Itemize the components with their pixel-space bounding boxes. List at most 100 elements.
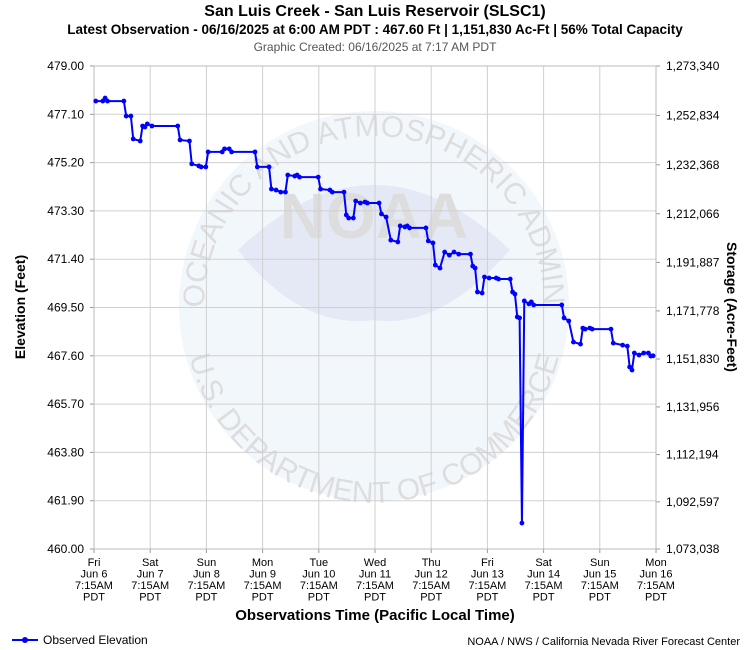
data-point [149,123,155,129]
y2-tick-label: 1,212,066 [666,207,720,221]
x-tick-label-line: Sun [590,557,610,569]
y-tick-label: 467.60 [47,349,84,363]
data-point [519,520,525,526]
data-point [442,249,448,255]
legend-marker [22,637,28,643]
data-point [123,113,129,119]
plot-frame [93,65,657,550]
y2-tick-label: 1,191,887 [666,255,720,269]
data-point [446,252,452,258]
data-point [222,146,227,152]
y2-axis-label: Storage (Acre-Feet) [724,242,740,372]
data-point [121,98,127,104]
data-point [629,367,635,373]
data-point [507,276,513,282]
data-point [388,237,394,243]
x-tick-label-line: PDT [83,592,105,604]
data-point [273,187,279,193]
data-point [582,326,588,332]
x-tick-label-line: Thu [422,557,441,569]
footer: NOAA / NWS / California Nevada River For… [467,636,740,648]
data-point [283,189,288,195]
y-tick-label: 471.40 [47,252,84,266]
data-point [650,353,656,359]
x-tick-label-line: 7:15AM [468,580,506,592]
x-tick-label-line: Jun 7 [137,569,164,581]
data-point [341,189,347,195]
y2-tick-label: 1,232,368 [666,158,720,172]
data-point [475,289,480,295]
x-tick-label-line: 7:15AM [244,580,282,592]
data-point [364,200,370,206]
data-point [229,149,234,155]
data-point [177,137,183,143]
data-point [318,186,323,192]
x-tick-label-line: 7:15AM [412,580,450,592]
data-point [468,251,473,257]
y-axis-label: Elevation (Feet) [12,255,28,359]
data-point [137,138,143,144]
x-tick-label-line: Jun 14 [527,569,560,581]
data-point [620,342,626,348]
y-tick-label: 477.10 [47,107,84,121]
x-tick-label-line: Sat [142,557,159,569]
data-point [315,174,321,180]
x-tick-label-line: PDT [308,592,330,604]
data-point [437,265,443,271]
x-tick-label: Tue Jun 10 7:15AM PDT [300,557,338,604]
x-tick-label: Fri Jun 6 7:15AM PDT [75,557,113,604]
data-point [395,239,401,245]
data-point [432,262,438,268]
x-tick-label: Mon Jun 16 7:15AM PDT [637,557,675,604]
y-tick-label: 463.80 [47,445,84,459]
data-point [608,326,614,332]
x-tick-label-line: PDT [139,592,161,604]
x-tick-label-line: Mon [252,557,273,569]
x-tick-label: Sun Jun 15 7:15AM PDT [581,557,619,604]
x-tick-label-line: Jun 10 [302,569,335,581]
data-point [144,121,150,127]
data-point [266,164,272,170]
data-point [128,113,134,119]
x-tick-label: Sun Jun 8 7:15AM PDT [187,557,225,604]
data-point [624,343,630,349]
data-point [357,200,363,206]
x-tick-label-line: 7:15AM [75,580,113,592]
y2-tick-label: 1,073,038 [666,542,720,556]
data-point [350,215,356,221]
data-point [423,225,429,231]
x-tick-label-line: Jun 12 [415,569,448,581]
data-point [376,200,382,206]
x-tick-label-line: Jun 16 [639,569,672,581]
x-tick-label-line: Fri [88,557,101,569]
x-tick-label-line: 7:15AM [187,580,225,592]
x-tick-label-line: Fri [481,557,494,569]
data-point [252,149,258,155]
x-tick-label-line: 7:15AM [525,580,563,592]
data-point [285,172,291,178]
chart-title: San Luis Creek - San Luis Reservoir (SLS… [204,3,545,20]
y-tick-label: 465.70 [47,397,84,411]
y-tick-label: 461.90 [47,494,84,508]
data-point [198,164,204,170]
data-point [205,149,211,155]
y-tick-label: 460.00 [47,542,84,556]
y2-tick-label: 1,252,834 [666,108,720,122]
data-point [187,138,192,144]
data-point [189,161,195,167]
x-tick-label: Sat Jun 14 7:15AM PDT [525,557,563,604]
data-point [636,352,642,358]
x-tick-label-line: PDT [476,592,498,604]
x-tick-label-line: PDT [252,592,274,604]
x-tick-label: Fri Jun 13 7:15AM PDT [468,557,506,604]
x-tick-label-line: Tue [310,557,329,569]
data-point [329,189,335,195]
data-point [456,251,462,257]
chart-subtitle: Latest Observation - 06/16/2025 at 6:00 … [67,22,683,37]
x-tick-label-line: Jun 8 [193,569,220,581]
data-point [561,315,567,321]
y2-tick-label: 1,151,830 [666,352,720,366]
data-point [559,302,565,308]
x-tick-label-line: 7:15AM [131,580,169,592]
data-point [479,290,485,296]
